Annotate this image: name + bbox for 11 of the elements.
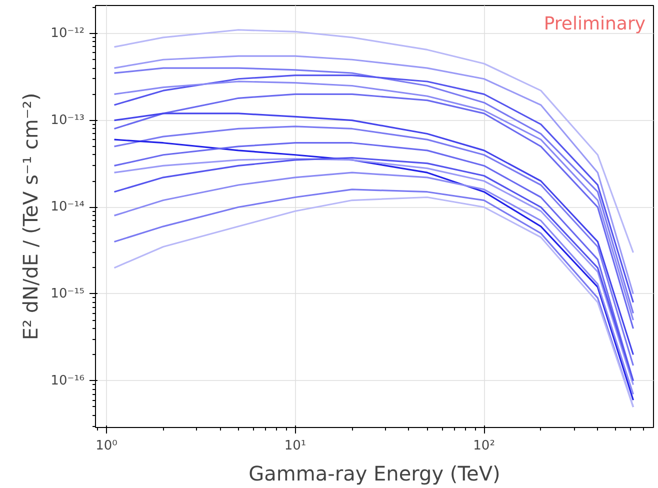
x-axis-title: Gamma-ray Energy (TeV) — [248, 462, 500, 486]
y-tick-label: 10⁻¹² — [50, 26, 84, 41]
y-tick-label: 10⁻¹³ — [50, 112, 84, 128]
y-tick-label: 10⁻¹⁴ — [50, 200, 84, 215]
x-tick-label: 10¹ — [284, 438, 306, 454]
x-tick-label: 10² — [473, 438, 495, 454]
y-tick-label: 10⁻¹⁵ — [50, 286, 84, 302]
y-tick-label: 10⁻¹⁶ — [50, 373, 84, 388]
annotation: Preliminary — [544, 14, 646, 34]
y-axis-title: E² dN/dE / (TeV s⁻¹ cm⁻²) — [18, 92, 43, 340]
x-tick-label: 10⁰ — [96, 438, 118, 454]
